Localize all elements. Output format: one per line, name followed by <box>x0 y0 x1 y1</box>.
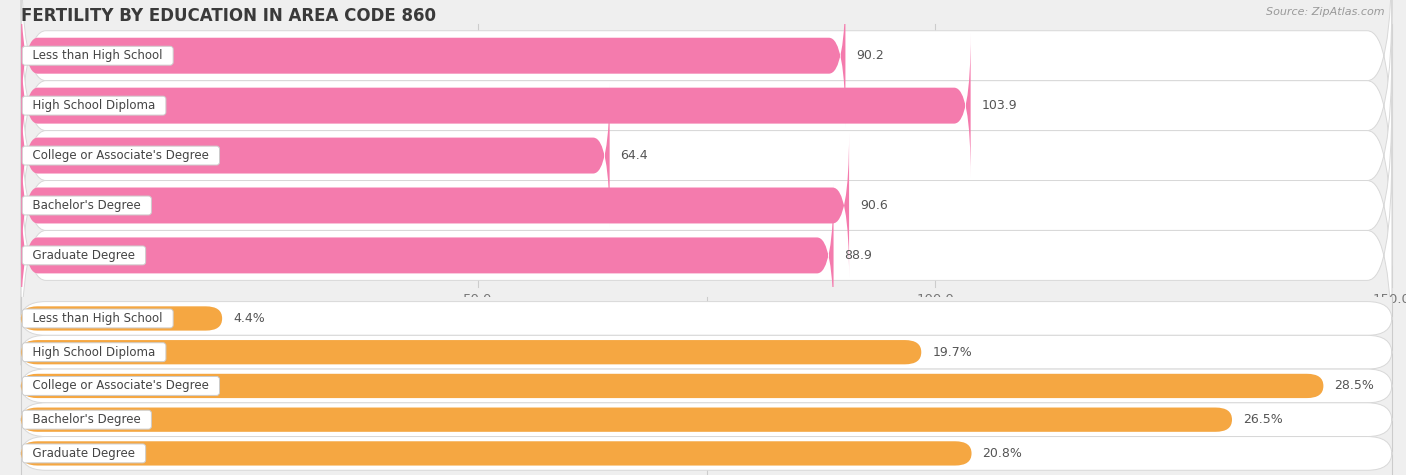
Text: 20.8%: 20.8% <box>983 447 1022 460</box>
FancyBboxPatch shape <box>21 306 222 331</box>
Text: High School Diploma: High School Diploma <box>25 99 163 112</box>
FancyBboxPatch shape <box>21 0 1392 216</box>
FancyBboxPatch shape <box>21 84 610 228</box>
FancyBboxPatch shape <box>21 133 849 277</box>
FancyBboxPatch shape <box>21 95 1392 315</box>
Text: 103.9: 103.9 <box>981 99 1017 112</box>
FancyBboxPatch shape <box>21 46 1392 266</box>
Text: Bachelor's Degree: Bachelor's Degree <box>25 413 149 426</box>
Text: Bachelor's Degree: Bachelor's Degree <box>25 199 149 212</box>
Text: College or Associate's Degree: College or Associate's Degree <box>25 149 217 162</box>
FancyBboxPatch shape <box>21 0 845 128</box>
Text: 4.4%: 4.4% <box>233 312 264 325</box>
Text: 90.6: 90.6 <box>860 199 887 212</box>
FancyBboxPatch shape <box>21 335 1392 369</box>
Text: Graduate Degree: Graduate Degree <box>25 447 142 460</box>
Text: Less than High School: Less than High School <box>25 312 170 325</box>
FancyBboxPatch shape <box>21 302 1392 335</box>
FancyBboxPatch shape <box>21 0 1392 166</box>
Text: FERTILITY BY EDUCATION IN AREA CODE 860: FERTILITY BY EDUCATION IN AREA CODE 860 <box>21 7 436 25</box>
Text: 64.4: 64.4 <box>620 149 648 162</box>
Text: 88.9: 88.9 <box>845 249 872 262</box>
Text: Less than High School: Less than High School <box>25 49 170 62</box>
FancyBboxPatch shape <box>21 403 1392 437</box>
FancyBboxPatch shape <box>21 374 1323 398</box>
FancyBboxPatch shape <box>21 441 972 466</box>
FancyBboxPatch shape <box>21 340 921 364</box>
Text: Graduate Degree: Graduate Degree <box>25 249 142 262</box>
Text: 28.5%: 28.5% <box>1334 380 1374 392</box>
Text: 26.5%: 26.5% <box>1243 413 1282 426</box>
Text: College or Associate's Degree: College or Associate's Degree <box>25 380 217 392</box>
FancyBboxPatch shape <box>21 183 834 327</box>
FancyBboxPatch shape <box>21 369 1392 403</box>
Text: 90.2: 90.2 <box>856 49 884 62</box>
Text: High School Diploma: High School Diploma <box>25 346 163 359</box>
FancyBboxPatch shape <box>21 437 1392 470</box>
FancyBboxPatch shape <box>21 145 1392 365</box>
Text: Source: ZipAtlas.com: Source: ZipAtlas.com <box>1267 7 1385 17</box>
Text: 19.7%: 19.7% <box>932 346 972 359</box>
FancyBboxPatch shape <box>21 408 1232 432</box>
FancyBboxPatch shape <box>21 34 970 178</box>
